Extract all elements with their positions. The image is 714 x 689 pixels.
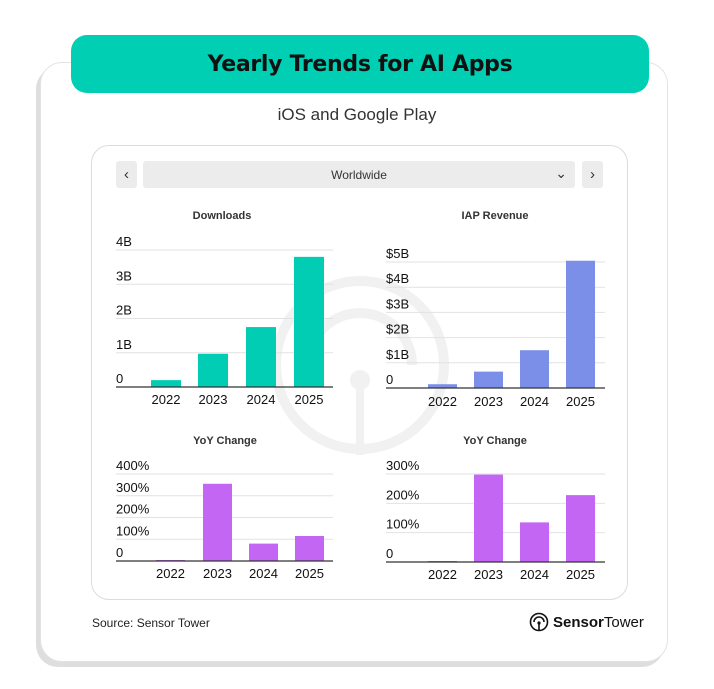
downloads-yoy-chart-title: YoY Change bbox=[193, 435, 257, 447]
revenue-yoy-bar-2023 bbox=[474, 474, 503, 562]
revenue-yoy-y-tick-label: 200% bbox=[386, 487, 420, 502]
downloads-yoy-x-tick-label: 2025 bbox=[295, 566, 324, 581]
downloads-x-tick-label: 2025 bbox=[295, 392, 324, 407]
downloads-yoy-y-tick-label: 200% bbox=[116, 502, 150, 517]
revenue-yoy-y-tick-label: 300% bbox=[386, 458, 420, 473]
iap-revenue-bar-2024 bbox=[520, 350, 549, 388]
logo-text-bold: Sensor bbox=[553, 613, 604, 631]
next-region-button[interactable]: › bbox=[582, 161, 603, 188]
downloads-yoy-x-tick-label: 2023 bbox=[203, 566, 232, 581]
downloads-yoy-x-tick-label: 2022 bbox=[156, 566, 185, 581]
downloads-yoy-x-tick-label: 2024 bbox=[249, 566, 278, 581]
chevron-left-icon: ‹ bbox=[124, 166, 129, 183]
downloads-x-tick-label: 2023 bbox=[199, 392, 228, 407]
downloads-y-tick-label: 2B bbox=[116, 303, 132, 318]
iap-revenue-y-tick-label: $3B bbox=[386, 296, 409, 311]
downloads-y-tick-label: 4B bbox=[116, 234, 132, 249]
downloads-x-tick-label: 2024 bbox=[247, 392, 276, 407]
downloads-chart-title: Downloads bbox=[193, 210, 252, 222]
revenue-yoy-x-tick-label: 2023 bbox=[474, 567, 503, 582]
revenue-yoy-y-tick-label: 0 bbox=[386, 546, 393, 561]
downloads-yoy-y-tick-label: 0 bbox=[116, 545, 123, 560]
iap-revenue-y-tick-label: 0 bbox=[386, 372, 393, 387]
downloads-bar-2024 bbox=[246, 327, 276, 387]
iap-revenue-x-tick-label: 2022 bbox=[428, 394, 457, 409]
downloads-yoy-bar-2025 bbox=[295, 535, 324, 561]
chevron-right-icon: › bbox=[590, 166, 595, 183]
downloads-yoy-bar-2024 bbox=[249, 543, 278, 561]
downloads-yoy-y-tick-label: 300% bbox=[116, 480, 150, 495]
revenue-yoy-y-tick-label: 100% bbox=[386, 517, 420, 532]
revenue-yoy-x-tick-label: 2022 bbox=[428, 567, 457, 582]
iap-revenue-x-tick-label: 2023 bbox=[474, 394, 503, 409]
revenue-yoy-bar-2024 bbox=[520, 522, 549, 562]
iap-revenue-x-tick-label: 2025 bbox=[566, 394, 595, 409]
iap-revenue-y-tick-label: $5B bbox=[386, 246, 409, 261]
chevron-down-icon: ⌄ bbox=[555, 165, 567, 181]
iap-revenue-x-tick-label: 2024 bbox=[520, 394, 549, 409]
page-subtitle: iOS and Google Play bbox=[277, 105, 437, 124]
downloads-y-tick-label: 0 bbox=[116, 371, 123, 386]
revenue-yoy-x-tick-label: 2024 bbox=[520, 567, 549, 582]
downloads-y-tick-label: 3B bbox=[116, 268, 132, 283]
iap-revenue-bar-2023 bbox=[474, 371, 503, 388]
downloads-yoy-y-tick-label: 100% bbox=[116, 523, 150, 538]
sensor-tower-logo: Sensor Tower bbox=[529, 612, 644, 632]
chart-panel bbox=[91, 145, 628, 600]
title-banner: Yearly Trends for AI Apps bbox=[71, 35, 649, 93]
revenue-yoy-x-tick-label: 2025 bbox=[566, 567, 595, 582]
downloads-bar-2025 bbox=[294, 256, 324, 387]
region-select-value: Worldwide bbox=[331, 167, 387, 182]
iap-revenue-y-tick-label: $4B bbox=[386, 271, 409, 286]
iap-revenue-chart-title: IAP Revenue bbox=[461, 210, 528, 222]
downloads-bar-2023 bbox=[198, 353, 228, 387]
iap-revenue-y-tick-label: $1B bbox=[386, 347, 409, 362]
downloads-y-tick-label: 1B bbox=[116, 337, 132, 352]
iap-revenue-y-tick-label: $2B bbox=[386, 322, 409, 337]
downloads-yoy-bar-2023 bbox=[203, 483, 232, 561]
prev-region-button[interactable]: ‹ bbox=[116, 161, 137, 188]
page-title: Yearly Trends for AI Apps bbox=[207, 51, 513, 77]
sensor-tower-logo-icon bbox=[529, 612, 549, 632]
region-select[interactable]: Worldwide ⌄ bbox=[143, 161, 575, 188]
iap-revenue-bar-2022 bbox=[428, 384, 457, 388]
logo-text-regular: Tower bbox=[603, 613, 644, 631]
downloads-yoy-y-tick-label: 400% bbox=[116, 458, 150, 473]
source-note: Source: Sensor Tower bbox=[92, 616, 210, 630]
revenue-yoy-bar-2025 bbox=[566, 495, 595, 562]
downloads-bar-2022 bbox=[151, 380, 181, 387]
downloads-x-tick-label: 2022 bbox=[152, 392, 181, 407]
iap-revenue-bar-2025 bbox=[566, 260, 595, 388]
revenue-yoy-chart-title: YoY Change bbox=[463, 435, 527, 447]
